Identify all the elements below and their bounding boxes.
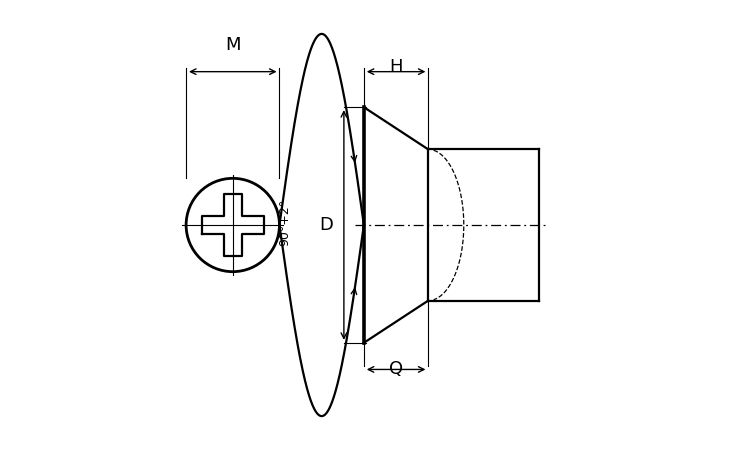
Text: M: M [225, 36, 241, 54]
Text: Q: Q [389, 360, 404, 378]
Text: D: D [320, 216, 333, 234]
Text: 90°+2°: 90°+2° [279, 199, 292, 246]
Text: H: H [389, 58, 403, 76]
